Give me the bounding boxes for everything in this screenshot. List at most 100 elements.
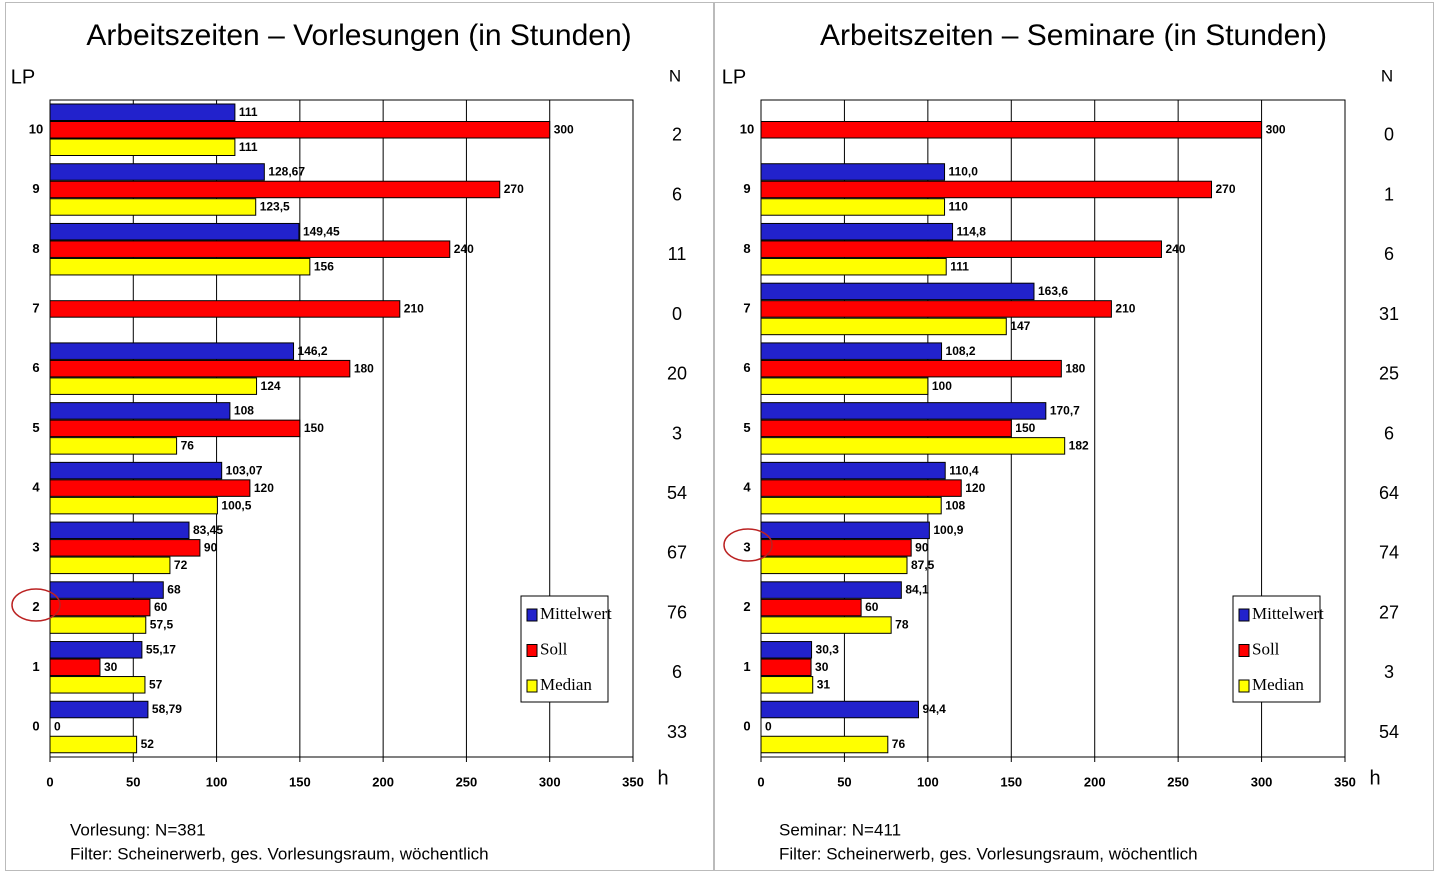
x-tick-label: 50: [126, 774, 140, 789]
bar: [49, 521, 190, 540]
value-label: 111: [239, 140, 258, 154]
bar: [760, 521, 930, 540]
value-label: 57,5: [150, 618, 174, 632]
legend-swatch: [526, 608, 538, 622]
value-label: 0: [54, 720, 61, 734]
legend-swatch: [526, 644, 538, 657]
n-value: 3: [1384, 662, 1394, 682]
x-tick-label: 150: [289, 774, 311, 789]
bar: [760, 641, 813, 659]
y-tick-label: 1: [743, 659, 750, 674]
value-label: 210: [404, 302, 424, 316]
bar: [760, 402, 1047, 420]
value-label: 147: [1010, 319, 1030, 333]
value-label: 123,5: [260, 200, 290, 214]
value-label: 180: [354, 361, 374, 375]
value-label: 124: [261, 379, 281, 393]
footnote: Filter: Scheinerwerb, ges. Vorlesungsrau…: [70, 844, 489, 863]
n-value: 1: [1384, 184, 1394, 204]
bar: [760, 598, 862, 617]
value-label: 128,67: [268, 165, 305, 179]
y-tick-label: 4: [743, 480, 751, 495]
bar: [760, 359, 1062, 378]
bar: [49, 300, 401, 318]
bar: [760, 479, 962, 497]
bar: [49, 641, 143, 659]
value-label: 120: [965, 481, 985, 495]
value-label: 30,3: [816, 642, 840, 656]
x-tick-label: 250: [456, 774, 478, 789]
bar: [760, 121, 1263, 139]
y-tick-label: 5: [32, 420, 39, 435]
y-tick-label: 9: [32, 181, 39, 196]
bar: [49, 676, 146, 694]
bar: [49, 700, 149, 719]
value-label: 57: [149, 677, 163, 691]
chart-title: Arbeitszeiten – Vorlesungen (in Stunden): [86, 19, 631, 52]
value-label: 114,8: [957, 224, 987, 238]
highlight-circle: [11, 588, 61, 622]
value-label: 100,9: [933, 523, 963, 537]
value-label: 240: [1165, 242, 1185, 256]
n-value: 6: [1384, 244, 1394, 264]
n-header: N: [669, 66, 681, 85]
value-label: 84,1: [905, 583, 929, 597]
value-label: 150: [304, 421, 324, 435]
value-label: 103,07: [226, 463, 263, 477]
bar: [760, 377, 929, 395]
value-label: 94,4: [923, 702, 947, 716]
y-axis-label: LP: [722, 66, 746, 88]
bar: [49, 598, 151, 617]
bar: [760, 257, 947, 276]
value-label: 170,7: [1050, 404, 1080, 418]
value-label: 90: [915, 541, 929, 555]
highlight-circle: [723, 528, 773, 562]
x-tick-label: 300: [539, 774, 561, 789]
value-label: 60: [865, 600, 879, 614]
legend-label: Mittelwert: [1252, 604, 1324, 623]
value-label: 72: [174, 558, 188, 572]
bar: [49, 539, 201, 557]
chart-title: Arbeitszeiten – Seminare (in Stunden): [820, 19, 1327, 52]
value-label: 111: [239, 105, 258, 119]
bar: [760, 317, 1007, 336]
footnote: Filter: Scheinerwerb, ges. Vorlesungsrau…: [779, 844, 1198, 863]
y-tick-label: 4: [32, 480, 40, 495]
value-label: 110,0: [949, 165, 979, 179]
bar: [760, 658, 812, 677]
bar: [760, 616, 892, 634]
y-tick-label: 5: [743, 420, 750, 435]
bar: [49, 479, 251, 497]
value-label: 108: [945, 498, 965, 512]
bar: [760, 700, 920, 719]
x-tick-label: 200: [1084, 774, 1106, 789]
value-label: 68: [167, 583, 181, 597]
value-label: 110,4: [949, 463, 979, 477]
value-label: 146,2: [298, 344, 328, 358]
value-label: 300: [1266, 122, 1286, 136]
legend-label: Soll: [1252, 639, 1280, 658]
n-value: 54: [667, 483, 687, 503]
footnote: Seminar: N=411: [779, 820, 901, 839]
value-label: 87,5: [911, 558, 935, 572]
footnote: Vorlesung: N=381: [70, 820, 206, 839]
value-label: 180: [1065, 361, 1085, 375]
y-tick-label: 8: [743, 241, 750, 256]
bar: [49, 437, 178, 455]
y-tick-label: 3: [743, 539, 750, 554]
bar: [760, 581, 902, 599]
value-label: 270: [1216, 182, 1236, 196]
bar: [49, 163, 265, 181]
n-value: 25: [1379, 364, 1399, 384]
n-value: 6: [672, 662, 682, 682]
bar: [760, 342, 943, 360]
n-value: 0: [672, 304, 682, 324]
bar: [49, 138, 236, 156]
legend-swatch: [1238, 608, 1250, 622]
bar: [760, 437, 1066, 455]
value-label: 31: [817, 677, 831, 691]
n-value: 3: [672, 423, 682, 443]
value-label: 52: [141, 737, 155, 751]
n-value: 67: [667, 543, 687, 563]
